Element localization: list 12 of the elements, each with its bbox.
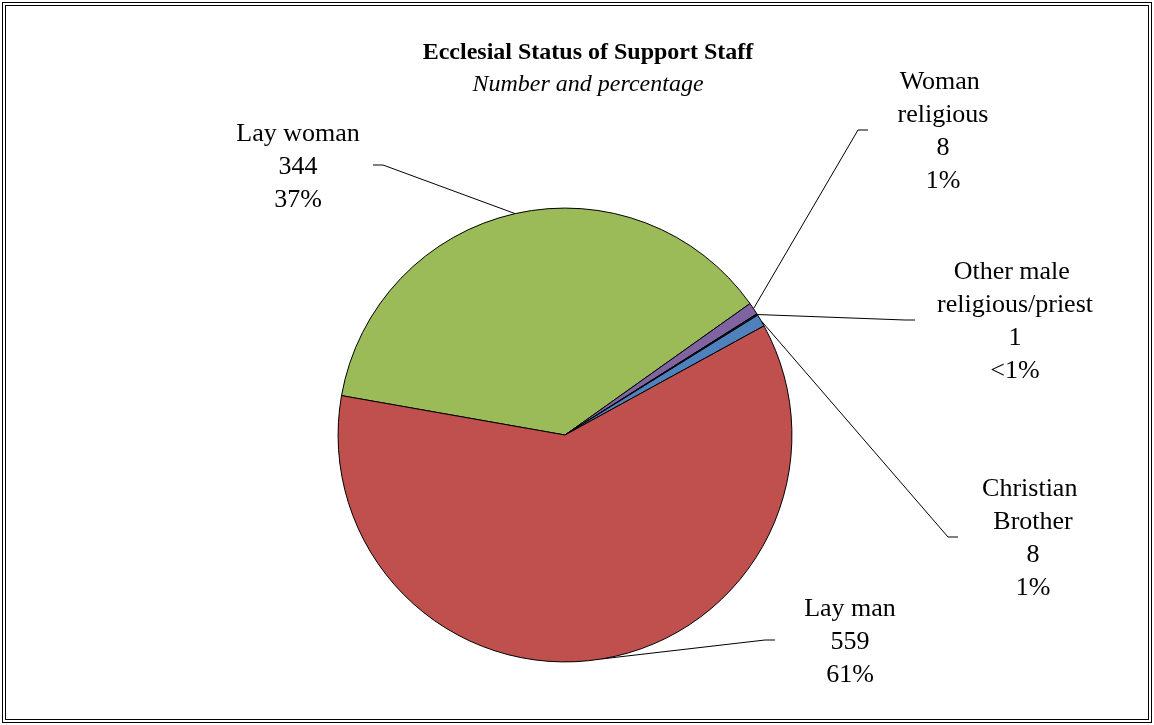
chart-title: Ecclesial Status of Support Staff — [422, 38, 755, 64]
data-label: 559 61% — [826, 625, 874, 688]
data-label: 8 1% — [1015, 539, 1051, 601]
data-label: 344 37% — [274, 150, 322, 213]
slice-label: Other male religious/priest — [937, 256, 1094, 318]
slice-label: Lay man — [804, 592, 896, 622]
slice-label: Lay woman — [236, 117, 360, 147]
chart-subtitle: Number and percentage — [471, 70, 704, 96]
data-label: 8 1% — [925, 132, 961, 194]
slice-label: Christian Brother — [982, 473, 1084, 535]
slice-label: Woman religious — [897, 66, 989, 128]
data-label: 1 <1% — [990, 322, 1040, 384]
